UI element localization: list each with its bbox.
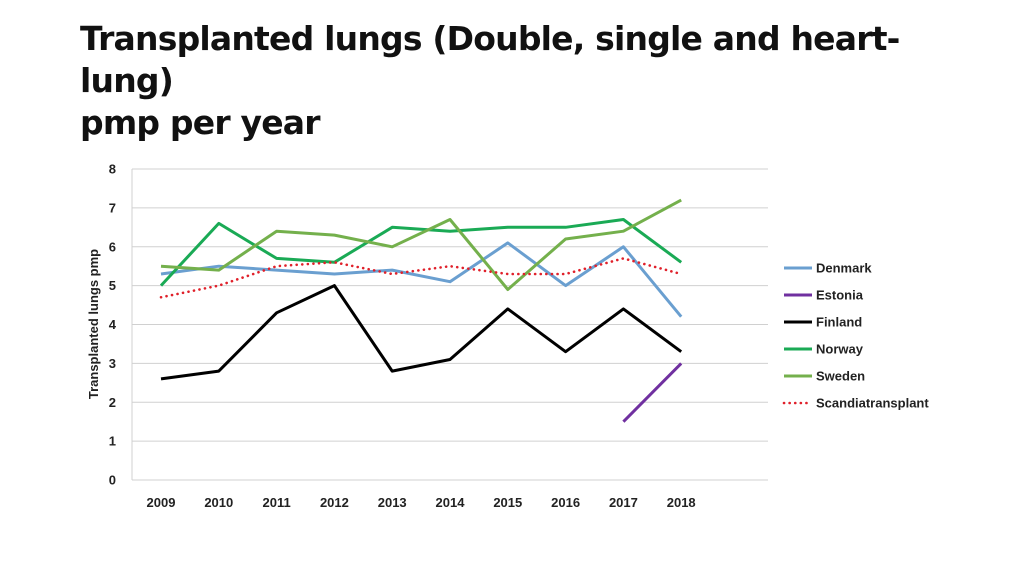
y-tick-label: 6 — [109, 239, 116, 254]
legend-label-norway: Norway — [816, 342, 864, 357]
y-tick-label: 4 — [109, 317, 117, 332]
y-tick-label: 1 — [109, 434, 116, 449]
x-tick-label: 2012 — [320, 495, 349, 510]
x-tick-label: 2017 — [609, 495, 638, 510]
y-tick-label: 8 — [109, 162, 116, 177]
y-axis-label: Transplanted lungs pmp — [86, 249, 101, 399]
series-line-scandiatransplant — [159, 257, 683, 299]
slide-title: Transplanted lungs (Double, single and h… — [80, 18, 980, 144]
y-tick-label: 0 — [109, 473, 116, 488]
slide-title-line-1: Transplanted lungs (Double, single and h… — [80, 19, 900, 100]
series-line-finland — [160, 284, 683, 381]
x-tick-label: 2009 — [147, 495, 176, 510]
x-axis-tick-labels: 2009 2010 2011 2012 2013 2014 2015 2016 2017 2018 — [147, 495, 696, 510]
legend-label-sweden: Sweden — [816, 369, 865, 384]
x-tick-label: 2016 — [551, 495, 580, 510]
legend-label-denmark: Denmark — [816, 261, 872, 276]
x-tick-label: 2013 — [378, 495, 407, 510]
series-line-estonia — [622, 362, 683, 423]
x-tick-label: 2018 — [667, 495, 696, 510]
y-tick-label: 2 — [109, 395, 116, 410]
series-line-denmark — [160, 241, 683, 318]
legend: Denmark Estonia Finland Norway Sweden Scandia… — [782, 261, 929, 411]
x-tick-label: 2015 — [493, 495, 522, 510]
slide-title-line-2: pmp per year — [80, 103, 321, 142]
legend-label-estonia: Estonia — [816, 288, 864, 303]
y-tick-label: 3 — [109, 356, 116, 371]
x-tick-label: 2011 — [262, 495, 290, 510]
legend-label-finland: Finland — [816, 315, 862, 330]
series-line-norway — [159, 218, 683, 287]
y-tick-label: 7 — [109, 200, 116, 215]
series-line-sweden — [160, 198, 682, 291]
x-tick-label: 2014 — [436, 495, 466, 510]
series-lines — [159, 198, 683, 423]
y-tick-label: 5 — [109, 278, 116, 293]
y-axis-tick-labels: 0 1 2 3 4 5 6 7 8 — [109, 162, 117, 488]
gridlines — [131, 168, 768, 481]
x-tick-label: 2010 — [204, 495, 233, 510]
legend-label-scandiatransplant: Scandiatransplant — [816, 396, 929, 411]
